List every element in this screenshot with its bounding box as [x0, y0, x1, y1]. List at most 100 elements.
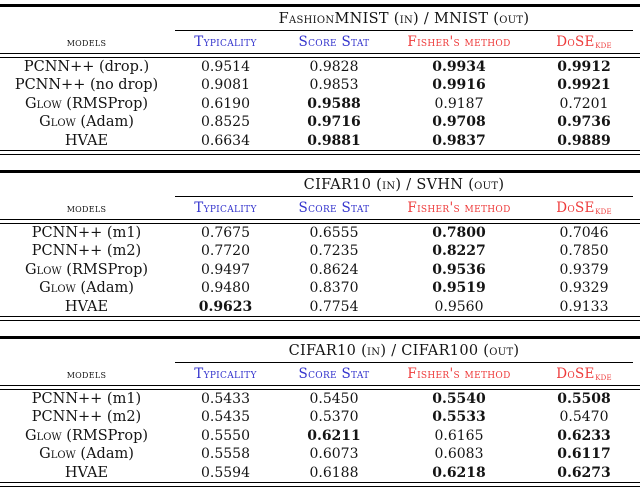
model-name-cell: PCNN++ (drop.) [0, 58, 173, 77]
metric-value: 0.6190 [201, 95, 250, 112]
model-name-segment: low [50, 114, 76, 130]
column-header: Typicality [173, 366, 278, 382]
model-name-cell: HVAE [0, 298, 173, 317]
results-table: CIFAR10 (in) / SVHN (out) models Typicalit… [0, 170, 640, 321]
table-row: HVAE 0.6634 0.9881 0.9837 0.9889 [0, 132, 640, 151]
metric-value: 0.9480 [201, 280, 250, 296]
metric-value: 0.7800 [432, 224, 486, 241]
table-row: HVAE 0.9623 0.7754 0.9560 0.9133 [0, 298, 640, 317]
metric-value: 0.5558 [201, 446, 250, 462]
table-top-rule [0, 170, 640, 173]
metric-value: 0.9934 [432, 58, 486, 75]
table-row: PCNN++ (m1) 0.7675 0.6555 0.7800 0.7046 [0, 224, 640, 243]
model-name-segment: PCNN++ (m1) [31, 390, 142, 407]
metric-value: 0.5450 [309, 390, 359, 407]
metric-value: 0.9916 [432, 77, 486, 93]
metric-value: 0.8525 [201, 114, 250, 130]
model-name-segment: PCNN++ (m1) [31, 224, 142, 241]
model-name-segment: G [24, 261, 37, 278]
metric-value: 0.9853 [309, 77, 359, 93]
table-row: Glow (Adam) 0.9480 0.8370 0.9519 0.9329 [0, 279, 640, 298]
model-name-segment: (RMSProp) [61, 261, 149, 278]
model-name-segment: low [36, 261, 62, 278]
metric-value: 0.9716 [307, 114, 361, 130]
metric-value: 0.6083 [434, 446, 484, 462]
model-name-segment: low [36, 427, 62, 444]
metric-value: 0.6211 [307, 427, 361, 444]
metric-value: 0.6188 [309, 464, 359, 481]
model-name-segment: (RMSProp) [61, 95, 149, 112]
model-name-segment: HVAE [64, 464, 109, 481]
model-name-segment: PCNN++ (no drop) [14, 77, 159, 93]
metric-value: 0.5435 [201, 409, 250, 425]
metric-value: 0.6218 [432, 464, 486, 481]
column-header-label: Score Stat [298, 365, 370, 382]
header-separator-rule [0, 52, 640, 58]
table-top-rule [0, 4, 640, 7]
column-header: Typicality [173, 200, 278, 216]
metric-value: 0.9514 [201, 58, 250, 75]
table-body: PCNN++ (m1) 0.7675 0.6555 0.7800 0.7046 PCNN+… [0, 224, 640, 317]
metric-value: 0.9837 [432, 132, 486, 149]
group-header-spacer [0, 173, 173, 197]
metric-value: 0.5433 [201, 390, 250, 407]
table-row: PCNN++ (m2) 0.5435 0.5370 0.5533 0.5470 [0, 408, 640, 427]
column-header-label: DoSE [556, 33, 595, 50]
table-body: PCNN++ (m1) 0.5433 0.5450 0.5540 0.5508 PCNN+… [0, 390, 640, 483]
model-name-cell: Glow (RMSProp) [0, 95, 173, 114]
metric-value: 0.9081 [201, 77, 250, 93]
group-header-row: FashionMNIST (in) / MNIST (out) [0, 7, 640, 31]
metric-value: 0.8227 [432, 243, 486, 259]
results-table: FashionMNIST (in) / MNIST (out) models Typ… [0, 4, 640, 155]
model-name-segment: (Adam) [75, 280, 134, 296]
header-separator-rule [0, 218, 640, 224]
table-row: PCNN++ (m1) 0.5433 0.5450 0.5540 0.5508 [0, 390, 640, 409]
model-name-segment: G [39, 280, 51, 296]
column-header: DoSEkde [528, 200, 640, 217]
group-header-row: CIFAR10 (in) / SVHN (out) [0, 173, 640, 197]
metric-value: 0.9828 [309, 58, 359, 75]
model-name-segment: low [36, 95, 62, 112]
column-header-row: models Typicality Score Stat Fisher's metho… [0, 363, 640, 385]
metric-value: 0.6117 [557, 446, 611, 462]
metric-value: 0.7850 [559, 243, 609, 259]
table-row: PCNN++ (no drop) 0.9081 0.9853 0.9916 0.9921 [0, 76, 640, 95]
metric-value: 0.8624 [309, 261, 359, 278]
table-row: Glow (RMSProp) 0.9497 0.8624 0.9536 0.9379 [0, 261, 640, 280]
model-name-cell: PCNN++ (no drop) [0, 76, 173, 95]
tables-container: FashionMNIST (in) / MNIST (out) models Typ… [0, 4, 640, 487]
model-name-segment: HVAE [64, 298, 109, 315]
model-name-cell: HVAE [0, 464, 173, 483]
model-name-segment: G [39, 446, 51, 462]
metric-value: 0.9519 [432, 280, 486, 296]
model-name-segment: G [39, 114, 51, 130]
table-row: Glow (Adam) 0.5558 0.6073 0.6083 0.6117 [0, 445, 640, 464]
metric-value: 0.7720 [201, 243, 250, 259]
model-name-segment: PCNN++ (m2) [31, 409, 142, 425]
model-name-cell: PCNN++ (m1) [0, 390, 173, 409]
model-name-segment: PCNN++ (m2) [31, 243, 142, 259]
metric-value: 0.9921 [557, 77, 611, 93]
group-header-title: CIFAR10 (in) / SVHN (out) [175, 173, 633, 197]
paper-results-page: FashionMNIST (in) / MNIST (out) models Typ… [0, 4, 640, 487]
results-table: CIFAR10 (in) / CIFAR100 (out) models Typic… [0, 336, 640, 487]
metric-value: 0.9588 [307, 95, 361, 112]
metric-value: 0.9379 [559, 261, 609, 278]
model-name-segment: (RMSProp) [61, 427, 149, 444]
model-name-cell: PCNN++ (m1) [0, 224, 173, 243]
column-header: Score Stat [278, 34, 390, 50]
metric-value: 0.9912 [557, 58, 611, 75]
metric-value: 0.6555 [309, 224, 359, 241]
model-name-cell: HVAE [0, 132, 173, 151]
metric-value: 0.6634 [201, 132, 250, 149]
table-row: Glow (RMSProp) 0.5550 0.6211 0.6165 0.6233 [0, 427, 640, 446]
model-name-cell: Glow (RMSProp) [0, 261, 173, 280]
column-header-row: models Typicality Score Stat Fisher's metho… [0, 197, 640, 219]
column-header: Fisher's method [390, 34, 528, 50]
model-name-segment: low [50, 280, 76, 296]
column-header-label: DoSE [556, 199, 595, 216]
metric-value: 0.5508 [557, 390, 611, 407]
metric-value: 0.9889 [557, 132, 611, 149]
header-separator-rule [0, 384, 640, 390]
metric-value: 0.5550 [201, 427, 250, 444]
